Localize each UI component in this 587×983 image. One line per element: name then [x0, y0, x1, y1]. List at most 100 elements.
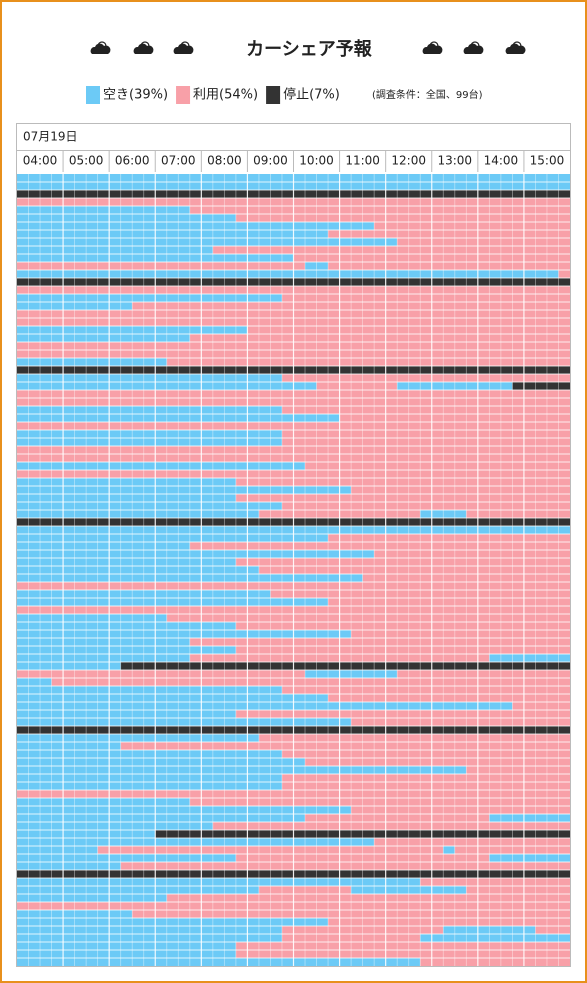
segment: [17, 566, 259, 574]
segment: [17, 574, 363, 582]
segment: [17, 510, 259, 518]
segment: [397, 382, 513, 390]
time-label: 07:00: [161, 154, 196, 168]
time-label: 08:00: [207, 154, 242, 168]
segment: [17, 406, 282, 414]
segment: [166, 614, 571, 622]
segment: [512, 382, 570, 390]
segment: [235, 478, 571, 486]
segment: [281, 294, 570, 302]
segment: [17, 878, 421, 886]
segment: [17, 326, 248, 334]
segment: [17, 262, 306, 270]
segment: [281, 782, 570, 790]
segment: [17, 358, 167, 366]
segment: [17, 622, 236, 630]
segment: [328, 534, 570, 542]
segment: [17, 334, 190, 342]
segment: [132, 910, 571, 918]
segment: [258, 886, 352, 894]
legend-swatch: [176, 86, 191, 104]
segment: [120, 862, 570, 870]
segment: [374, 550, 570, 558]
segment: [17, 950, 236, 958]
segment: [17, 918, 329, 926]
segment: [328, 230, 570, 238]
segment: [17, 838, 375, 846]
condition: (調査条件：全国、99台): [372, 88, 483, 101]
segment: [420, 878, 570, 886]
segment: [189, 638, 570, 646]
title: カーシェア予報: [246, 38, 373, 60]
segment: [235, 854, 490, 862]
segment: [270, 590, 570, 598]
segment: [420, 934, 570, 942]
legend-label: 空き(39%): [103, 88, 168, 103]
segment: [305, 262, 329, 270]
time-label: 06:00: [115, 154, 150, 168]
segment: [17, 374, 282, 382]
segment: [17, 598, 329, 606]
segment: [17, 678, 52, 686]
segment: [17, 942, 236, 950]
segment: [17, 550, 375, 558]
segment: [397, 670, 570, 678]
segment: [558, 270, 570, 278]
segment: [17, 758, 306, 766]
segment: [454, 846, 570, 854]
segment: [97, 846, 444, 854]
segment: [17, 886, 259, 894]
segment: [17, 294, 282, 302]
segment: [443, 926, 536, 934]
segment: [351, 630, 570, 638]
segment: [17, 638, 190, 646]
time-label: 11:00: [345, 154, 380, 168]
segment: [17, 654, 190, 662]
time-label: 09:00: [253, 154, 288, 168]
table-border: [16, 123, 571, 967]
segment: [281, 750, 570, 758]
segment: [166, 894, 571, 902]
segment: [420, 510, 467, 518]
segment: [362, 574, 570, 582]
segment: [17, 934, 282, 942]
time-label: 04:00: [23, 154, 58, 168]
segment: [17, 862, 121, 870]
segment: [281, 374, 570, 382]
segment: [17, 814, 306, 822]
segment: [189, 206, 570, 214]
segment: [328, 918, 570, 926]
segment: [155, 830, 570, 838]
segment: [351, 486, 570, 494]
segment: [235, 622, 571, 630]
segment: [17, 822, 213, 830]
segment: [17, 486, 352, 494]
segment: [17, 214, 236, 222]
segment: [17, 270, 559, 278]
segment: [17, 798, 190, 806]
segment: [235, 494, 571, 502]
segment: [328, 262, 570, 270]
segment: [281, 774, 570, 782]
segment: [17, 502, 282, 510]
segment: [17, 846, 98, 854]
segment: [17, 686, 282, 694]
segment: [397, 238, 570, 246]
segment: [305, 462, 570, 470]
segment: [17, 702, 513, 710]
segment: [17, 430, 282, 438]
segment: [17, 830, 156, 838]
segment: [17, 534, 329, 542]
segment: [189, 334, 570, 342]
segment: [17, 222, 375, 230]
time-label: 12:00: [391, 154, 426, 168]
segment: [351, 886, 467, 894]
time-label: 10:00: [299, 154, 334, 168]
segment: [374, 838, 570, 846]
segment: [466, 886, 570, 894]
segment: [17, 230, 329, 238]
segment: [235, 710, 571, 718]
segment: [281, 686, 570, 694]
segment: [189, 798, 570, 806]
